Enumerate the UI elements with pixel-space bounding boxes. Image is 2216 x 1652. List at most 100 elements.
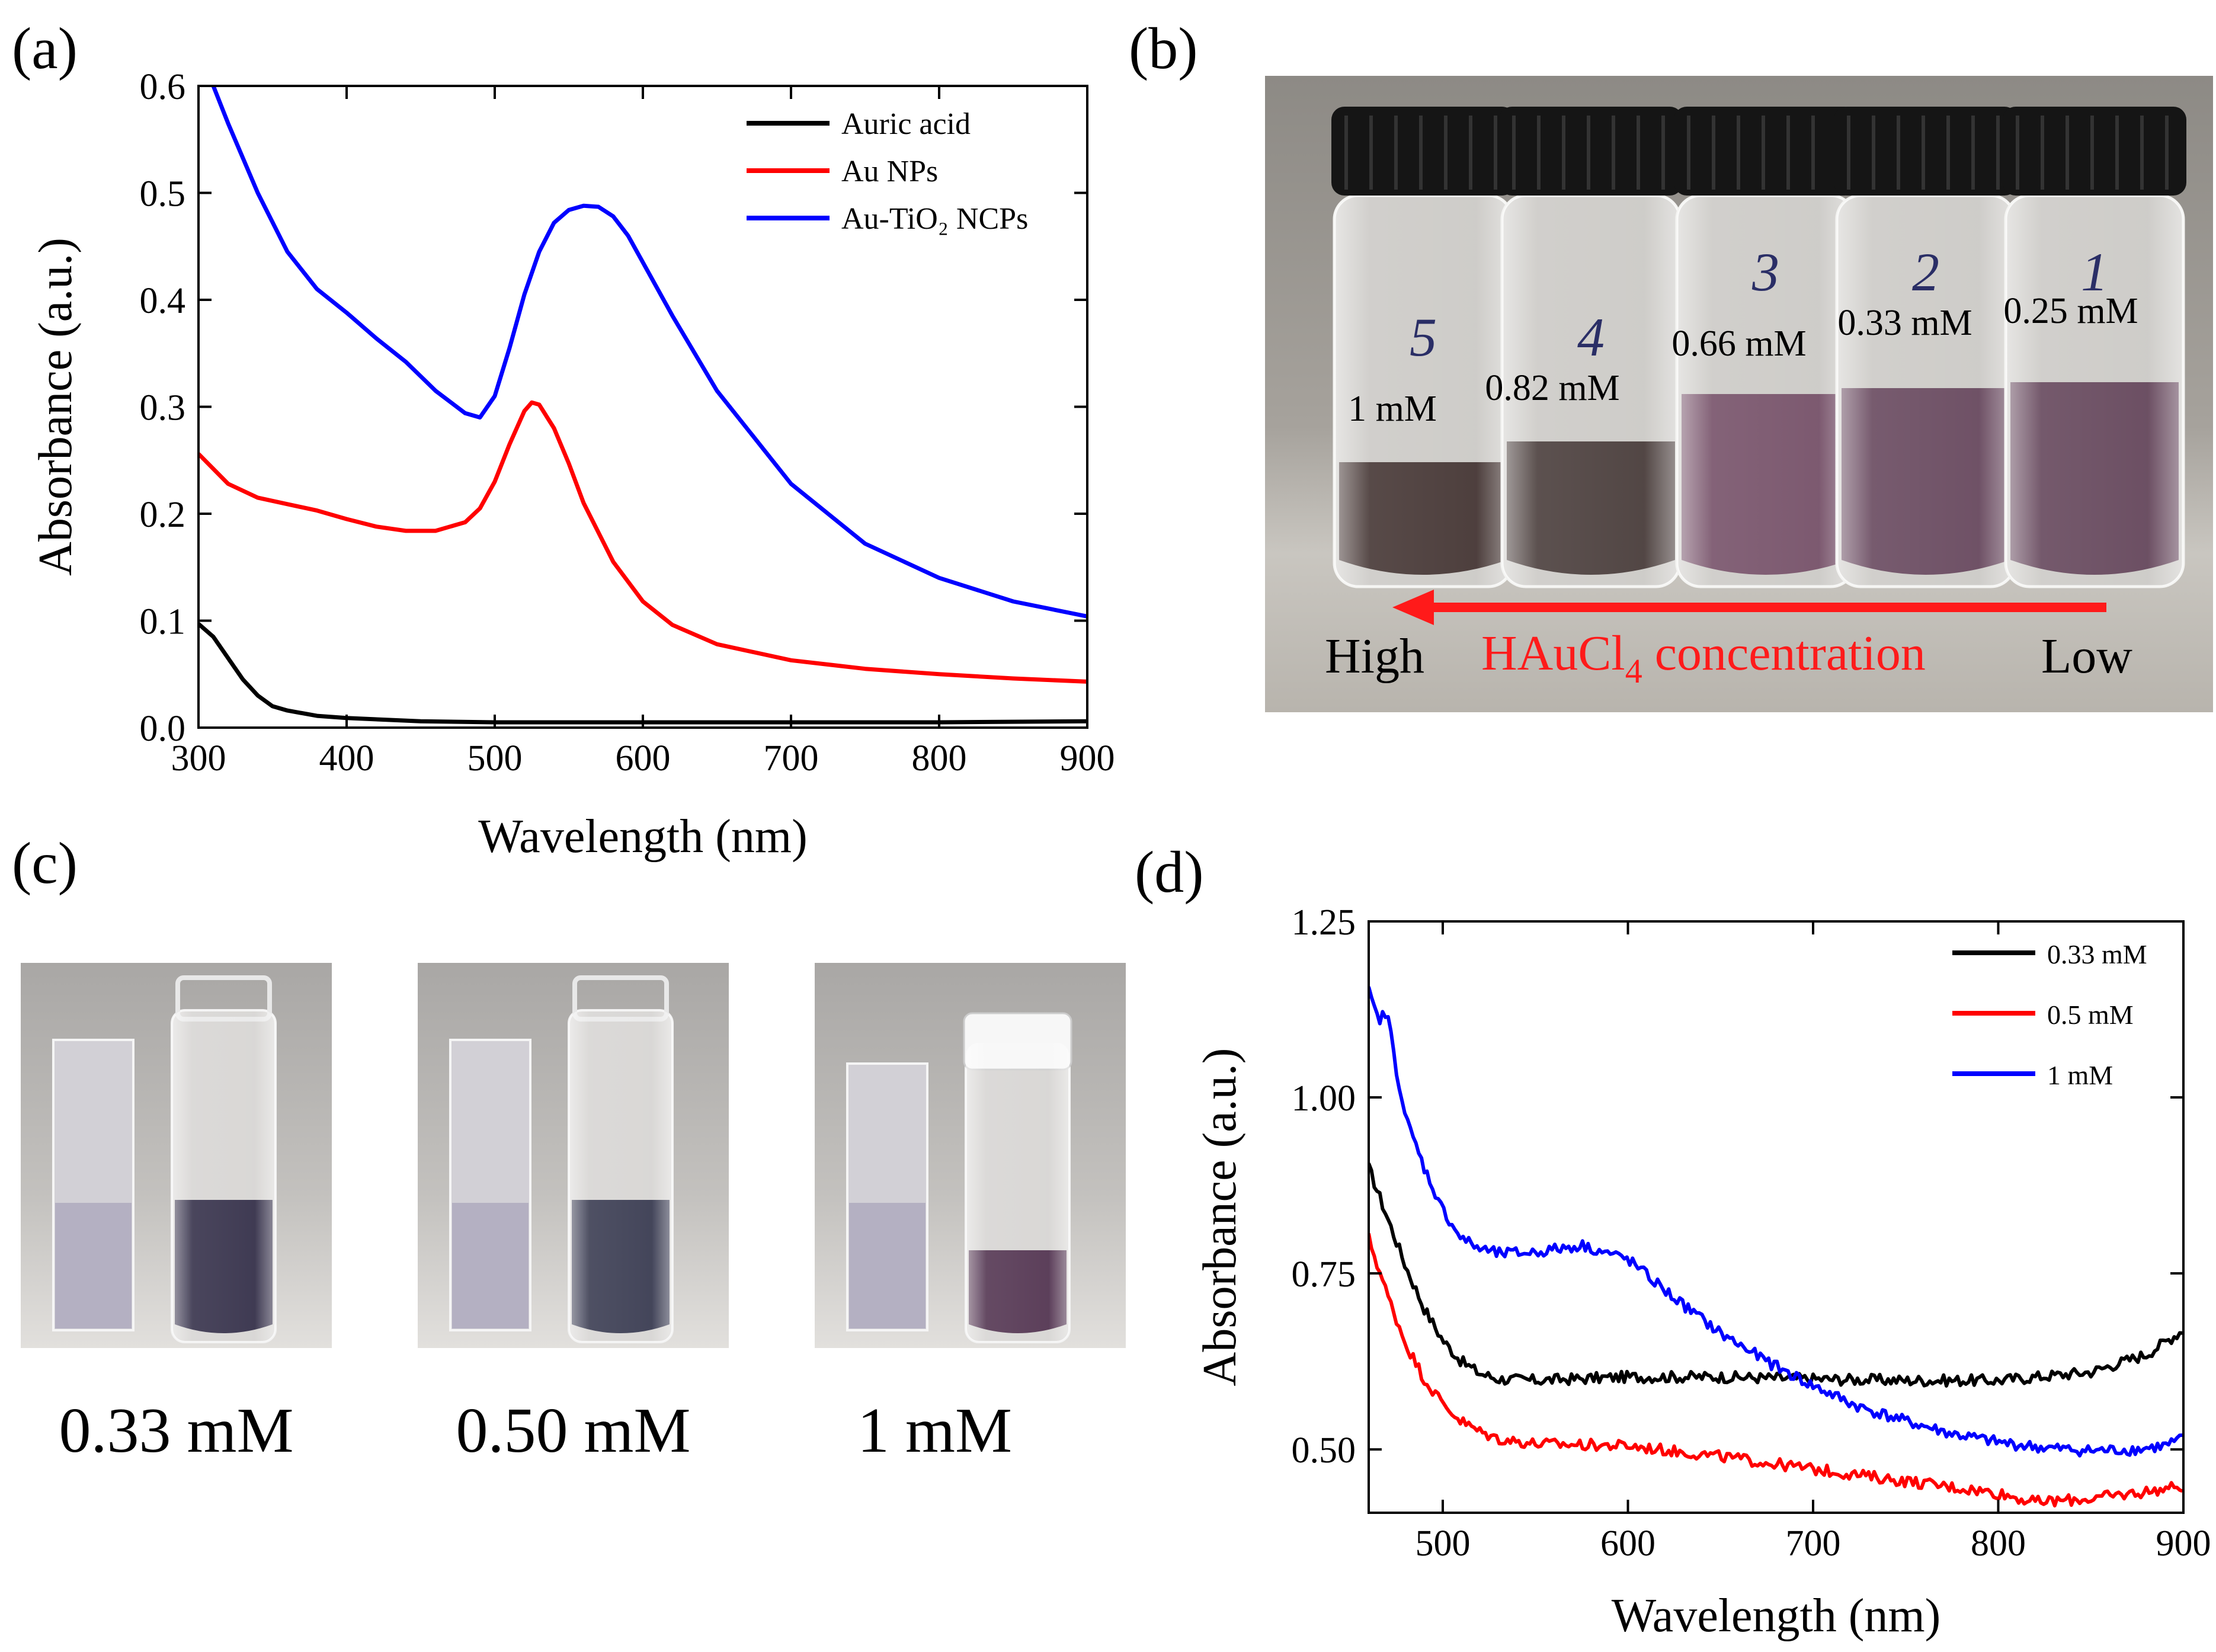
y-tick-label: 0.50 [1292, 1430, 1356, 1471]
vial-concentration: 0.25 mM [2003, 291, 2138, 331]
legend-label: Auric acid [841, 107, 971, 141]
vial-number: 5 [1410, 307, 1437, 367]
cuvette-photo-2: 0.50 mM [418, 963, 729, 1466]
panel-d: (d) 500 600 700 800 900 0.50 0.75 1.00 1.25 Wavel… [1135, 839, 2211, 1642]
x-tick-label: 600 [1600, 1523, 1655, 1564]
vial-number: 3 [1751, 242, 1779, 302]
legend-label: 0.5 mM [2047, 1000, 2134, 1030]
x-tick-label: 300 [171, 738, 226, 779]
y-tick-label: 0.5 [140, 174, 186, 214]
vial-3: 3 0.66 mM [1671, 107, 1858, 588]
series-line-1-mm [1369, 986, 2183, 1458]
vial-glare [2006, 196, 2183, 587]
series-line-0-5-mm [1369, 1233, 2183, 1508]
x-tick-label: 800 [1971, 1523, 2026, 1564]
vial-cap [1331, 107, 1515, 196]
cuvette-liquid [55, 1203, 132, 1328]
high-label: High [1325, 629, 1424, 684]
vial-glare [1677, 196, 1855, 587]
vial-cap [1834, 107, 2018, 196]
y-tick-label: 0.6 [140, 67, 186, 107]
vial-cap [1499, 107, 1683, 196]
x-axis-title: Wavelength (nm) [1612, 1590, 1941, 1642]
y-tick-label: 0.3 [140, 388, 186, 428]
low-label: Low [2041, 629, 2132, 684]
cuvette-photo-1: 0.33 mM [21, 963, 332, 1466]
chart-a: 300 400 500 600 700 800 900 0.0 0.1 0.2 0.3 0.4 0.5 0… [30, 67, 1115, 863]
y-axis-title: Absorbance (a.u.) [1194, 1048, 1246, 1387]
vial-glare [966, 1043, 1069, 1342]
x-tick-label: 600 [616, 738, 671, 779]
x-tick-label: 500 [467, 738, 523, 779]
legend-label: 0.33 mM [2047, 939, 2147, 969]
legend-label: Au NPs [841, 155, 938, 188]
panel-c: (c) 0.33 mM 0.50 mM 1 mM [12, 830, 1126, 1466]
y-tick-label: 0.75 [1292, 1254, 1356, 1295]
vial-concentration: 0.33 mM [1837, 303, 1972, 343]
y-tick-label: 1.25 [1292, 902, 1356, 943]
x-tick-label: 900 [2156, 1523, 2211, 1564]
cuvette-photo-3: 1 mM [815, 963, 1126, 1466]
panel-d-letter: (d) [1135, 839, 1204, 905]
vial-glare [569, 1010, 673, 1342]
panel-b-letter: (b) [1129, 15, 1198, 81]
photo-caption: 1 mM [857, 1395, 1012, 1466]
vial-glare [1837, 196, 2015, 587]
vial-cap [1674, 107, 1858, 196]
plot-frame [1368, 920, 2185, 1514]
vial-number: 1 [2081, 242, 2108, 302]
vial-glare [172, 1010, 276, 1342]
vial-2: 20.33 mM [1834, 107, 2018, 588]
legend-label: 1 mM [2047, 1060, 2113, 1090]
series-line-au-tio-ncps [210, 86, 1087, 619]
arrow-head [1392, 590, 1434, 625]
cuvette-photos: 0.33 mM 0.50 mM 1 mM [21, 963, 1126, 1466]
vial-cap [2003, 107, 2186, 196]
y-tick-label: 0.0 [140, 709, 186, 749]
y-tick-label: 1.00 [1292, 1078, 1356, 1119]
y-tick-label: 0.2 [140, 495, 186, 535]
legend-label: Au-TiO₂ NCPs [841, 202, 1028, 236]
vial-number: 4 [1577, 307, 1605, 367]
chart-d: 500 600 700 800 900 0.50 0.75 1.00 1.25 Wavelengt… [1194, 902, 2211, 1642]
cuvette-liquid [452, 1203, 529, 1328]
y-axis-title: Absorbance (a.u.) [30, 238, 82, 576]
panel-c-letter: (c) [12, 830, 78, 896]
series-line-au-nps [198, 400, 1087, 684]
vial-glare [1334, 196, 1512, 587]
vial-number: 2 [1912, 242, 1939, 302]
series-line-0-33-mm [1369, 1163, 2183, 1388]
vial-4: 40.82 mM [1485, 107, 1683, 588]
y-tick-label: 0.4 [140, 281, 186, 321]
concentration-arrow: High Low HAuCl4 concentration [1325, 590, 2132, 690]
panel-a: (a) 300 400 500 600 700 800 900 0.0 0.1 0.2 0.3 0.4… [12, 15, 1115, 863]
vial-glare [1502, 196, 1680, 587]
x-tick-label: 400 [319, 738, 374, 779]
x-axis-title: Wavelength (nm) [478, 811, 808, 863]
photo-caption: 0.50 mM [456, 1395, 690, 1466]
concentration-suffix: concentration [1642, 626, 1926, 681]
concentration-prefix: HAuCl [1481, 626, 1625, 681]
x-tick-label: 700 [1786, 1523, 1841, 1564]
y-tick-label: 0.1 [140, 602, 186, 642]
vial-concentration: 0.82 mM [1485, 368, 1619, 408]
photo-caption: 0.33 mM [59, 1395, 293, 1466]
vial-1: 10.25 mM [2003, 107, 2186, 588]
series-line-auric-acid [198, 622, 1087, 725]
vial-concentration: 1 mM [1348, 389, 1437, 429]
concentration-subscript: 4 [1625, 652, 1642, 690]
cuvette-liquid [849, 1203, 926, 1328]
x-tick-label: 900 [1060, 738, 1115, 779]
vial-5: 5 1 mM [1331, 107, 1515, 588]
x-tick-label: 800 [912, 738, 967, 779]
concentration-label: HAuCl4 concentration [1481, 626, 1926, 690]
x-tick-label: 500 [1416, 1523, 1471, 1564]
vial-concentration: 0.66 mM [1671, 324, 1806, 364]
panel-a-letter: (a) [12, 15, 78, 81]
x-tick-label: 700 [764, 738, 819, 779]
plot-frame [197, 85, 1088, 729]
